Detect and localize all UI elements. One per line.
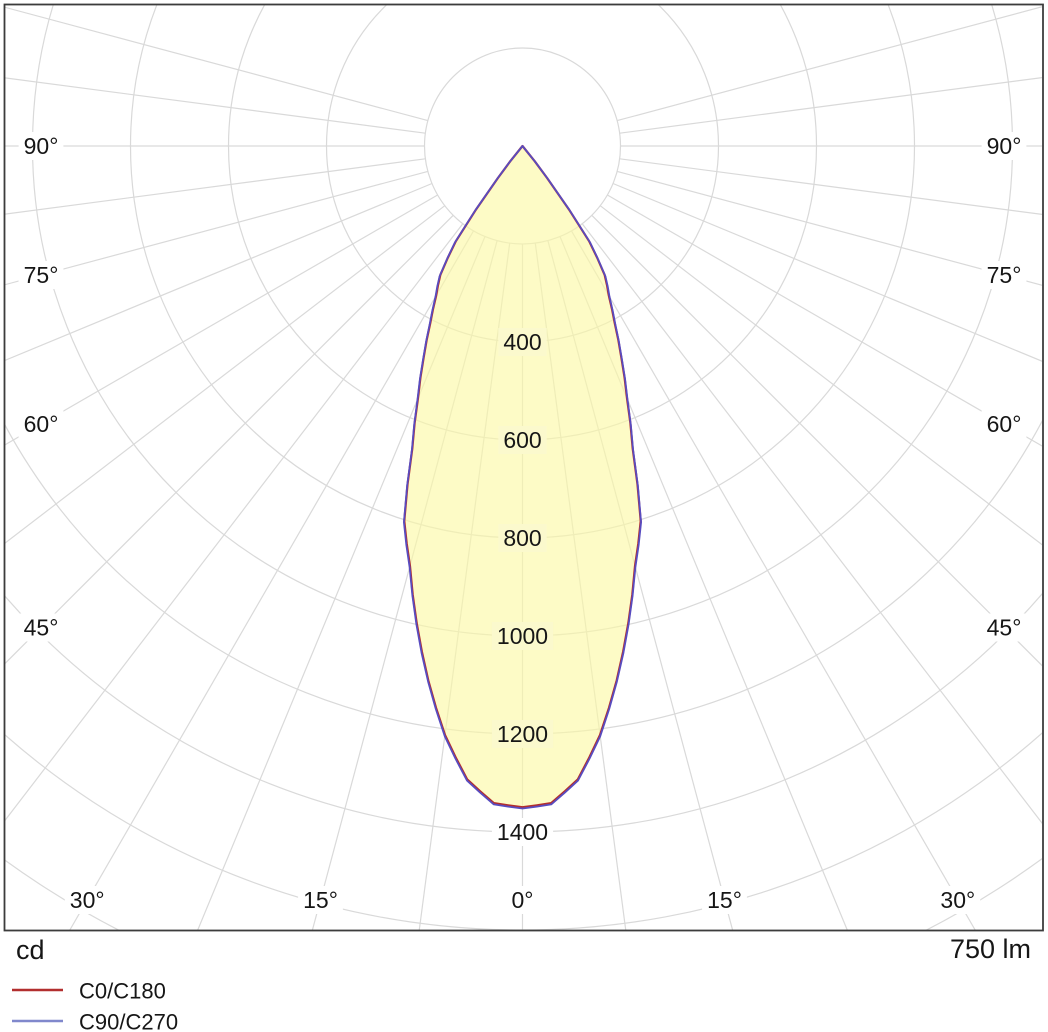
angle-label-right-45-bg	[981, 613, 1027, 642]
grid-ray	[559, 236, 848, 930]
angle-label-bottom-right-30: 30°	[940, 887, 975, 913]
ring-label-1400: 1400	[497, 819, 548, 845]
angle-label-right-60-bg	[981, 410, 1027, 438]
grid-ray	[69, 230, 475, 930]
ring-label-1000-bg	[491, 622, 554, 650]
grid-ray	[617, 6, 1042, 122]
ring-label-400-bg	[498, 328, 547, 356]
angle-label-bottom-left-30-bg	[64, 886, 110, 914]
grid-ray	[581, 223, 1042, 824]
angle-label-left-45-bg	[18, 613, 64, 642]
angle-label-left-60-bg	[18, 410, 64, 438]
chart-border	[3, 3, 1044, 932]
angle-label-bottom-right-15-bg	[702, 886, 747, 914]
grid-ray	[591, 214, 1042, 667]
curve-c90-c270	[403, 145, 642, 810]
angle-label-left-60: 60°	[24, 411, 59, 437]
grid-ray	[5, 77, 426, 134]
angle-label-bottom-0: 0°	[512, 887, 534, 913]
lobe-fill	[403, 146, 642, 809]
ring-label-800-bg	[498, 524, 547, 552]
ring-labels: 400 600 800 1000 1200 1400	[491, 328, 554, 846]
angle-label-left-75: 75°	[24, 262, 59, 288]
ring-label-400: 400	[503, 329, 541, 355]
angle-label-bottom-left-15: 15°	[303, 887, 338, 913]
ring-label-1400-bg	[491, 818, 554, 846]
angle-label-right-75: 75°	[987, 262, 1022, 288]
grid-ray	[197, 236, 486, 930]
angle-label-right-60: 60°	[987, 411, 1022, 437]
grid-ray	[570, 230, 976, 930]
grid-ray	[619, 158, 1042, 216]
ring-label-1200: 1200	[497, 721, 548, 747]
angle-label-bottom-right-30-bg	[935, 886, 981, 914]
angle-label-bottom-0-bg	[506, 886, 539, 914]
grid-ray	[5, 205, 446, 544]
beam-lobe	[403, 144, 642, 810]
unit-label: cd	[16, 935, 45, 965]
angle-label-right-75-bg	[981, 261, 1027, 289]
flux-label: 750 lm	[950, 934, 1031, 964]
grid-ray	[5, 158, 426, 215]
grid-ray	[5, 170, 428, 286]
grid-ray	[5, 182, 433, 362]
angle-label-right-90-bg	[981, 132, 1027, 160]
grid-ray	[617, 170, 1042, 286]
ring-label-1200-bg	[491, 720, 554, 748]
grid-ray	[5, 6, 428, 122]
grid-ray	[5, 214, 454, 665]
angle-label-right-45: 45°	[987, 615, 1022, 641]
legend-label-c90-c270: C90/C270	[79, 1010, 178, 1032]
angle-label-bottom-left-30: 30°	[70, 887, 105, 913]
grid-ray	[599, 205, 1042, 546]
ring-label-600-bg	[498, 426, 547, 454]
ring-label-800: 800	[503, 525, 541, 551]
legend-label-c0-c180: C0/C180	[79, 979, 166, 1004]
angle-labels: 90° 90° 75° 75° 60° 60° 45° 45° 30° 30° 15° 15° 0°	[18, 132, 1027, 914]
angle-label-left-75-bg	[18, 261, 64, 289]
grid-ray	[5, 194, 438, 446]
grid-ray	[607, 194, 1042, 447]
angle-label-left-90-bg	[18, 132, 64, 160]
ring-label-1000: 1000	[497, 623, 548, 649]
angle-label-bottom-right-15: 15°	[707, 887, 742, 913]
angle-label-right-90: 90°	[987, 133, 1022, 159]
grid-ray	[619, 76, 1042, 134]
angle-label-bottom-left-15-bg	[298, 886, 343, 914]
grid-ray	[5, 223, 464, 822]
ring-label-600: 600	[503, 427, 541, 453]
legend: C0/C180 C90/C270	[12, 979, 178, 1032]
angle-label-left-90: 90°	[24, 133, 59, 159]
grid-ray	[612, 182, 1042, 362]
angle-label-left-45: 45°	[24, 615, 59, 641]
